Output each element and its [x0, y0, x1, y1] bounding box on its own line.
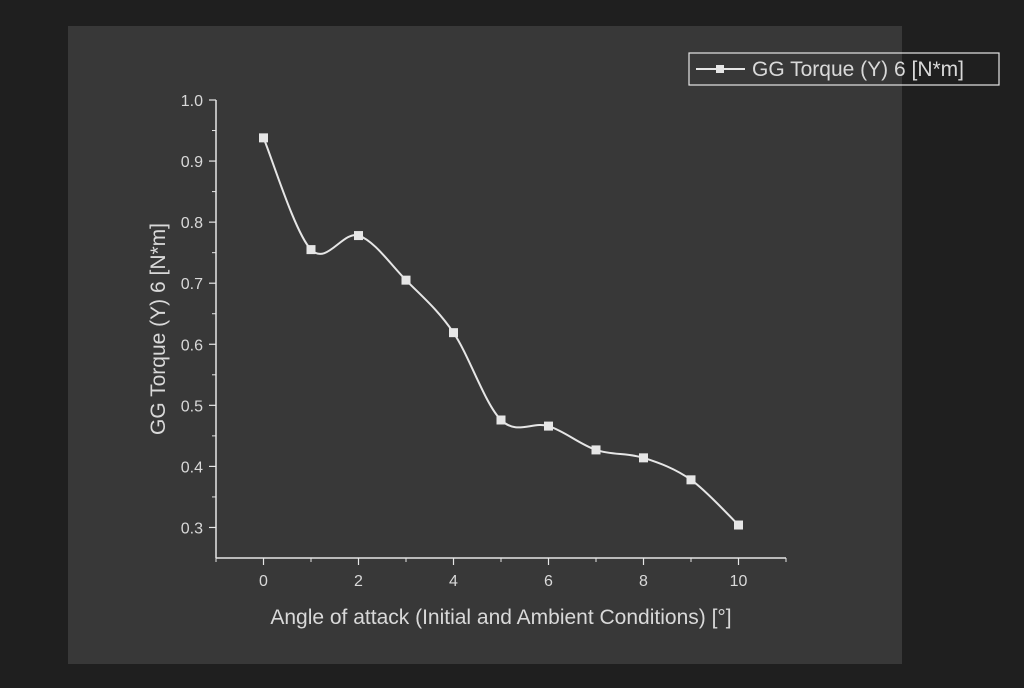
- data-point: [734, 520, 743, 530]
- x-axis-label: Angle of attack (Initial and Ambient Con…: [270, 606, 731, 629]
- data-point: [401, 275, 411, 285]
- x-tick-label: 8: [639, 573, 648, 590]
- y-tick-label: 0.3: [181, 520, 203, 537]
- legend-label: GG Torque (Y) 6 [N*m]: [752, 58, 964, 81]
- y-tick-label: 0.5: [181, 398, 203, 415]
- axes: 0.3 0.4 0.5 0.6 0.7 0.8 0.9 1.0 0 2 4 6 8 10: [181, 93, 787, 590]
- x-tick-label: 10: [730, 573, 748, 590]
- y-tick-label: 0.8: [181, 215, 203, 232]
- series-line: [262, 137, 740, 526]
- y-tick-label: 1.0: [181, 93, 203, 110]
- x-tick-label: 4: [449, 573, 458, 590]
- legend-box: [688, 52, 1000, 86]
- data-point: [306, 245, 316, 255]
- y-tick-label: 0.6: [181, 337, 203, 354]
- y-tick-label: 0.7: [181, 276, 203, 293]
- y-axis-label: GG Torque (Y) 6 [N*m]: [147, 223, 170, 435]
- series-marks: [259, 133, 743, 530]
- x-tick-label: 0: [259, 573, 268, 590]
- legend: GG Torque (Y) 6 [N*m]: [688, 52, 1000, 86]
- data-point: [259, 133, 268, 143]
- y-tick-label: 0.4: [181, 459, 203, 476]
- data-point: [496, 415, 506, 425]
- data-point: [449, 328, 458, 338]
- data-point: [544, 421, 553, 431]
- x-tick-label: 2: [354, 573, 363, 590]
- data-point: [686, 475, 696, 485]
- data-point: [354, 231, 363, 241]
- x-tick-label: 6: [544, 573, 553, 590]
- data-point: [591, 445, 601, 455]
- y-tick-label: 0.9: [181, 154, 203, 171]
- legend-marker-sample: [716, 65, 724, 73]
- data-point: [639, 453, 648, 463]
